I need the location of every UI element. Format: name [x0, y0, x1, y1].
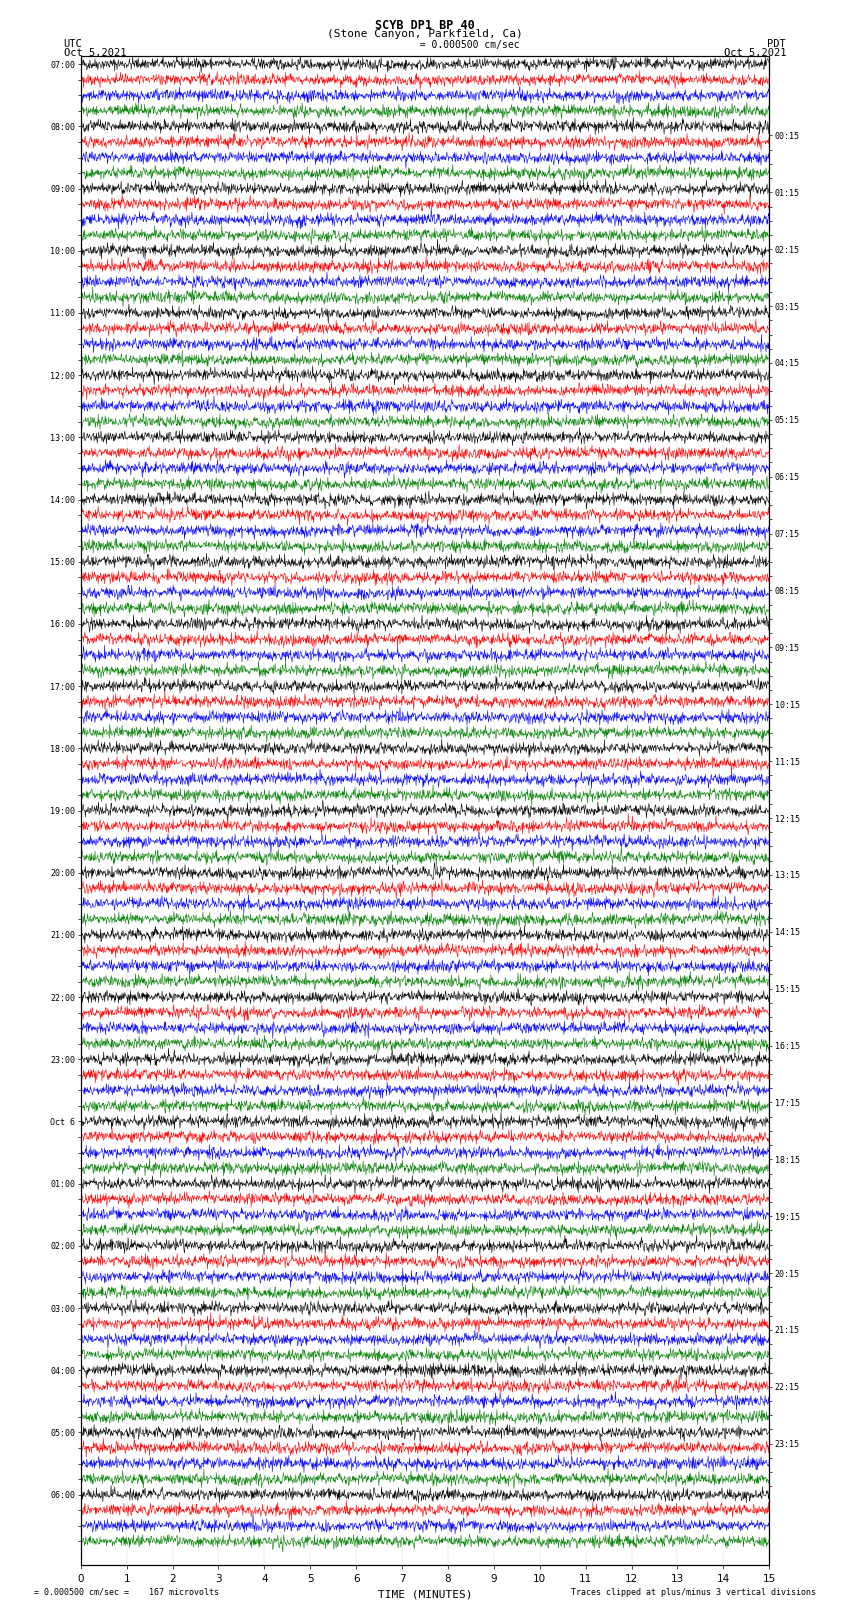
Text: Oct 5,2021: Oct 5,2021: [723, 48, 786, 58]
Text: Oct 5,2021: Oct 5,2021: [64, 48, 127, 58]
X-axis label: TIME (MINUTES): TIME (MINUTES): [377, 1589, 473, 1598]
Text: SCYB DP1 BP 40: SCYB DP1 BP 40: [375, 19, 475, 32]
Text: UTC: UTC: [64, 39, 82, 48]
Text: Traces clipped at plus/minus 3 vertical divisions: Traces clipped at plus/minus 3 vertical …: [571, 1587, 816, 1597]
Text: PDT: PDT: [768, 39, 786, 48]
Text: (Stone Canyon, Parkfield, Ca): (Stone Canyon, Parkfield, Ca): [327, 29, 523, 39]
Text: = 0.000500 cm/sec: = 0.000500 cm/sec: [408, 40, 519, 50]
Text: = 0.000500 cm/sec =    167 microvolts: = 0.000500 cm/sec = 167 microvolts: [34, 1587, 219, 1597]
